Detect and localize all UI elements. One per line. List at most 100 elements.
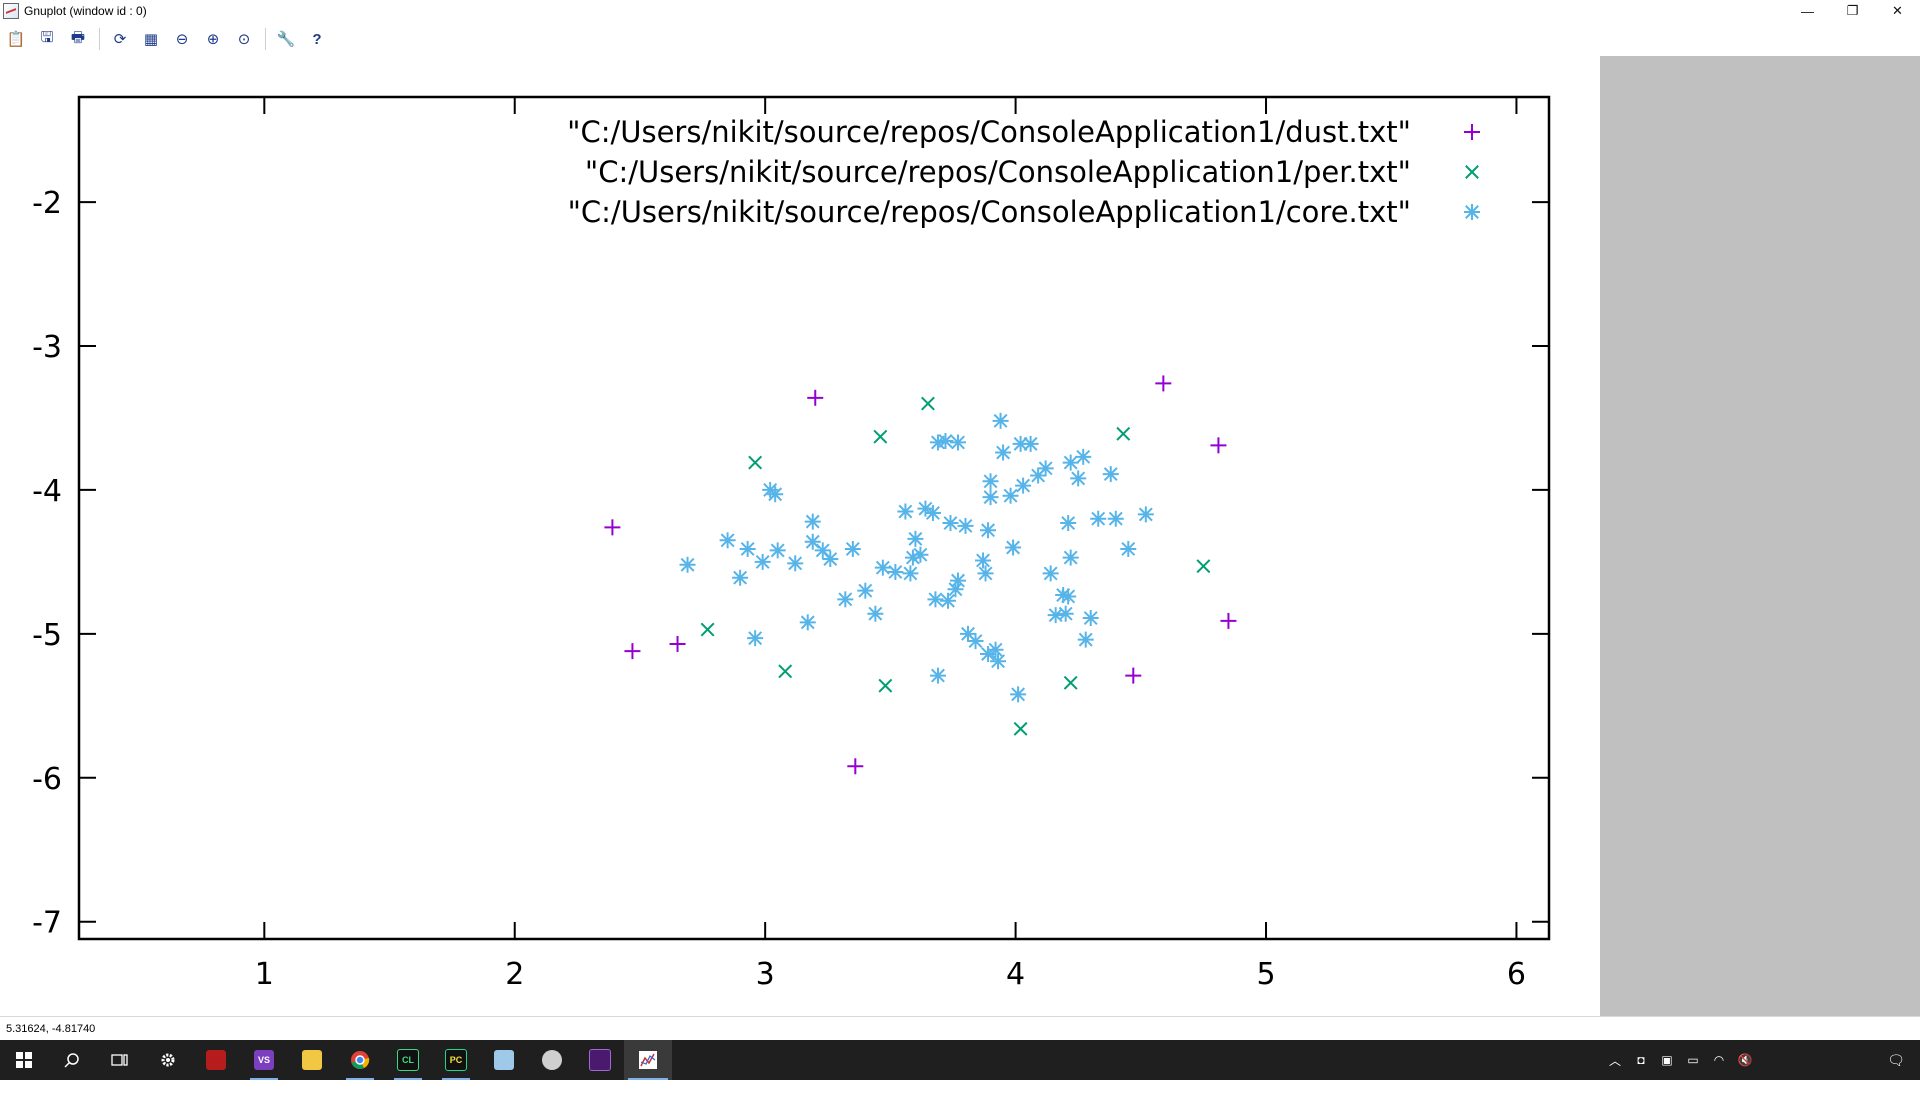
point-core: [975, 552, 992, 569]
point-dust: [1220, 612, 1237, 629]
point-core: [1010, 686, 1027, 703]
x-tick-label: 1: [255, 957, 274, 992]
x-tick-label: 5: [1256, 957, 1275, 992]
zoom-next-icon[interactable]: ⊕: [206, 31, 220, 48]
point-per: [1116, 426, 1131, 441]
legend-markers: [1464, 124, 1480, 220]
wifi-icon[interactable]: ◠: [1713, 1053, 1725, 1067]
point-core: [949, 572, 966, 589]
point-core: [942, 515, 959, 532]
point-core: [857, 582, 874, 599]
notifications-icon[interactable]: 🗨: [1887, 1051, 1905, 1068]
clion-icon[interactable]: CL: [384, 1040, 432, 1080]
point-core: [1037, 460, 1054, 477]
point-core: [747, 630, 764, 647]
window-title: Gnuplot (window id : 0): [24, 4, 147, 18]
point-per: [778, 664, 793, 679]
chrome-icon[interactable]: [336, 1040, 384, 1080]
point-per: [1196, 559, 1211, 574]
point-dust: [604, 519, 621, 536]
point-core: [1090, 510, 1107, 527]
notepad-icon[interactable]: [480, 1040, 528, 1080]
legend: "C:/Users/nikit/source/repos/ConsoleAppl…: [567, 115, 1480, 229]
y-tick-label: -3: [32, 330, 62, 365]
webcam-icon[interactable]: ◘: [1637, 1053, 1645, 1067]
print-icon[interactable]: 🖶: [70, 28, 86, 46]
toolbar: 📋 🖫 🖶 ⟳ ▦ ⊖ ⊕ ⊙ 🔧 ?: [0, 22, 1920, 56]
legend-marker-dust: [1464, 124, 1480, 140]
point-core: [987, 641, 1004, 658]
point-core: [1082, 610, 1099, 627]
replot-icon[interactable]: ⟳: [113, 31, 127, 48]
axis-ticks: [78, 96, 1550, 940]
x-tick-label: 3: [756, 957, 775, 992]
point-core: [949, 434, 966, 451]
chevron-up-icon[interactable]: ︿: [1608, 1053, 1621, 1068]
zoom-previous-icon[interactable]: ⊖: [175, 31, 189, 48]
scatter-plot[interactable]: 1 2 3 4 5 6 -2 -3 -4 -5 -6 -7 "C:/Users/nikit/sourc…: [0, 56, 1600, 1016]
search-icon[interactable]: [48, 1040, 96, 1080]
start-windows-icon[interactable]: [0, 1040, 48, 1080]
print-to-file-icon[interactable]: 🖫: [40, 28, 54, 46]
terminal-icon[interactable]: [576, 1040, 624, 1080]
red-app-icon[interactable]: [192, 1040, 240, 1080]
point-core: [732, 569, 749, 586]
title-bar: Gnuplot (window id : 0) — ❐ ✕: [0, 0, 1920, 22]
network-monitor-icon[interactable]: ▣: [1661, 1053, 1673, 1067]
pycharm-icon[interactable]: PC: [432, 1040, 480, 1080]
plot-canvas[interactable]: [0, 56, 1600, 1016]
options-wrench-icon[interactable]: 🔧: [276, 31, 296, 48]
paint-icon[interactable]: [528, 1040, 576, 1080]
restore-button[interactable]: ❐: [1846, 3, 1859, 18]
point-core: [769, 542, 786, 559]
point-core: [1070, 470, 1087, 487]
battery-icon[interactable]: ▭: [1687, 1053, 1699, 1067]
point-dust: [1125, 667, 1142, 684]
point-per: [920, 396, 935, 411]
point-core: [902, 565, 919, 582]
grid-icon[interactable]: ▦: [143, 31, 159, 48]
close-button[interactable]: ✕: [1892, 3, 1903, 18]
legend-label-per: "C:/Users/nikit/source/repos/ConsoleAppl…: [585, 155, 1411, 189]
legend-label-dust: "C:/Users/nikit/source/repos/ConsoleAppl…: [567, 115, 1411, 149]
point-core: [1060, 588, 1077, 605]
axis-tick-labels: 1 2 3 4 5 6 -2 -3 -4 -5 -6 -7: [32, 186, 1526, 992]
screen-bottom-strip: [0, 1080, 1920, 1098]
point-core: [957, 517, 974, 534]
point-dust: [807, 389, 824, 406]
point-core: [990, 653, 1007, 670]
point-core: [867, 605, 884, 622]
point-per: [700, 622, 715, 637]
volume-muted-icon[interactable]: 🔇: [1737, 1053, 1753, 1067]
status-bar: 5.31624, -4.81740: [0, 1016, 1920, 1040]
point-per: [1013, 721, 1028, 736]
point-core: [907, 530, 924, 547]
point-core: [1077, 631, 1094, 648]
x-tick-label: 4: [1006, 957, 1025, 992]
point-core: [992, 412, 1009, 429]
file-explorer-icon[interactable]: [288, 1040, 336, 1080]
point-core: [679, 556, 696, 573]
point-core: [982, 473, 999, 490]
point-core: [912, 546, 929, 563]
point-dust: [1210, 437, 1227, 454]
point-core: [980, 522, 997, 539]
point-core: [754, 553, 771, 570]
y-tick-label: -5: [32, 618, 62, 653]
gnuplot-taskbar-icon[interactable]: [624, 1040, 672, 1080]
minimize-button[interactable]: —: [1801, 3, 1814, 19]
point-core: [1030, 467, 1047, 484]
x-tick-label: 2: [505, 957, 524, 992]
visual-studio-icon[interactable]: VS: [240, 1040, 288, 1080]
cursor-coordinates: 5.31624, -4.81740: [6, 1022, 96, 1035]
copy-clipboard-icon[interactable]: 📋: [6, 31, 26, 48]
x-tick-label: 6: [1507, 957, 1526, 992]
point-core: [982, 489, 999, 506]
help-icon[interactable]: ?: [312, 30, 322, 48]
legend-marker-per: [1465, 165, 1479, 179]
point-core: [1047, 607, 1064, 624]
point-per: [878, 678, 893, 693]
task-view-icon[interactable]: [96, 1040, 144, 1080]
autoscale-icon[interactable]: ⊙: [237, 31, 251, 48]
settings-gear-icon[interactable]: [144, 1040, 192, 1080]
